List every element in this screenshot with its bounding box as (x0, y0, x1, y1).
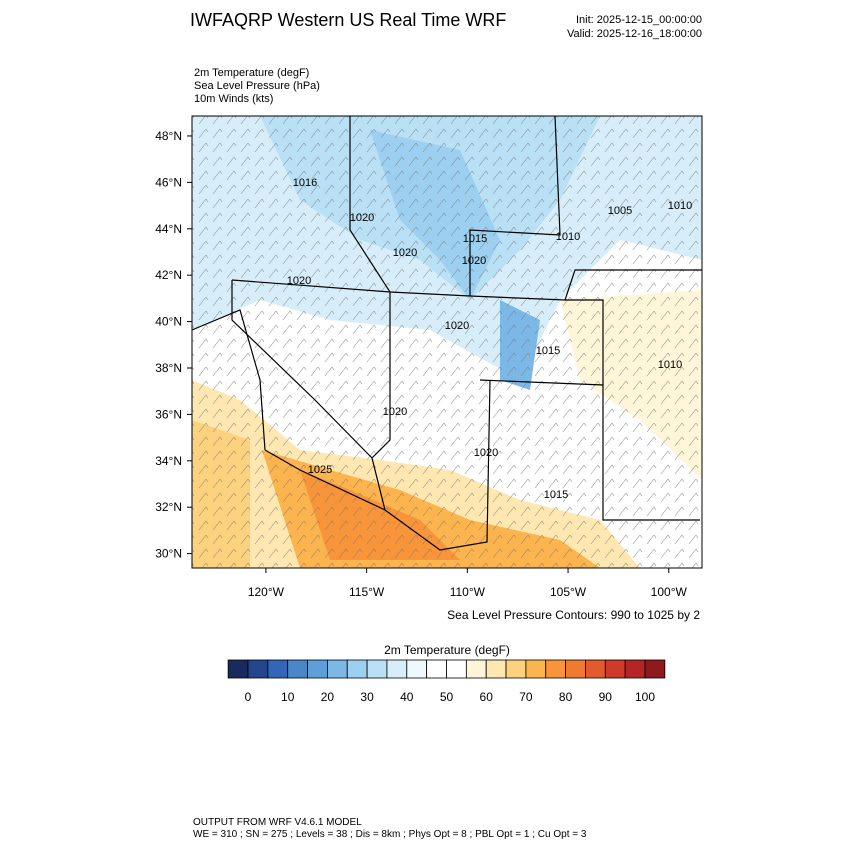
colorbar-title: 2m Temperature (degF) (384, 643, 510, 657)
contour-label: 1020 (462, 255, 486, 267)
contour-label: 1015 (463, 233, 487, 245)
field-label: Sea Level Pressure (hPa) (194, 80, 320, 92)
colorbar-box (326, 659, 348, 679)
y-tick-label: 30°N (155, 547, 182, 561)
colorbar-box (525, 659, 547, 679)
footer: OUTPUT FROM WRF V4.6.1 MODEL (193, 817, 362, 828)
contour-label: 1020 (445, 320, 469, 332)
y-tick-label: 32°N (155, 500, 182, 514)
colorbar-box (267, 659, 289, 679)
valid-time: Valid: 2025-12-16_18:00:00 (567, 28, 702, 40)
colorbar-tick-label: 40 (400, 690, 414, 704)
colorbar-tick-label: 50 (440, 690, 454, 704)
colorbar-box (386, 659, 408, 679)
colorbar-box (604, 659, 626, 679)
colorbar-box (624, 659, 646, 679)
field-label: 2m Temperature (degF) (194, 67, 309, 79)
contour-label: 1020 (287, 275, 311, 287)
colorbar-box (287, 659, 308, 679)
colorbar-box (227, 659, 249, 679)
contour-label: 1025 (308, 464, 332, 476)
contour-label: 1020 (474, 447, 498, 459)
colorbar-box (307, 659, 328, 679)
colorbar-tick-label: 60 (480, 690, 494, 704)
x-tick-label: 120°W (248, 585, 285, 599)
contour-label: 1020 (393, 247, 417, 259)
colorbar-box (346, 659, 368, 679)
colorbar-tick-label: 80 (559, 690, 573, 704)
init-time: Init: 2025-12-15_00:00:00 (576, 14, 702, 26)
y-tick-label: 46°N (155, 175, 182, 189)
y-tick-label: 40°N (155, 315, 182, 329)
colorbar-box (446, 659, 467, 679)
x-tick-label: 100°W (651, 585, 688, 599)
contour-label: 1015 (536, 345, 560, 357)
colorbar-tick-label: 100 (635, 690, 655, 704)
colorbar-box (505, 659, 527, 679)
colorbar-box (247, 659, 269, 679)
colorbar-tick-label: 0 (245, 690, 252, 704)
contour-note: Sea Level Pressure Contours: 990 to 1025… (447, 608, 700, 622)
contour-label: 1010 (668, 200, 692, 212)
x-tick-label: 105°W (550, 585, 587, 599)
colorbar-box (465, 659, 487, 679)
colorbar-box (485, 659, 507, 679)
y-tick-label: 36°N (155, 407, 182, 421)
colorbar-box (644, 659, 666, 679)
contour-label: 1016 (293, 177, 317, 189)
colorbar-box (585, 659, 606, 679)
y-tick-label: 42°N (155, 268, 182, 282)
colorbar-box (366, 659, 388, 679)
colorbar-tick-label: 20 (321, 690, 335, 704)
colorbar-box (565, 659, 586, 679)
x-tick-label: 115°W (349, 585, 385, 599)
y-tick-label: 44°N (155, 222, 182, 236)
colorbar-box (426, 659, 447, 679)
y-tick-label: 48°N (155, 129, 182, 143)
contour-label: 1015 (544, 489, 568, 501)
colorbar-tick-label: 70 (519, 690, 533, 704)
colorbar-tick-label: 30 (360, 690, 374, 704)
colorbar-tick-label: 10 (281, 690, 295, 704)
y-tick-label: 34°N (155, 454, 182, 468)
colorbar-box (545, 659, 567, 679)
contour-label: 1020 (350, 212, 374, 224)
colorbar-tick-label: 90 (599, 690, 613, 704)
contour-label: 1010 (658, 359, 682, 371)
contour-label: 1010 (556, 231, 580, 243)
field-label: 10m Winds (kts) (194, 93, 273, 105)
contour-label: 1020 (383, 406, 407, 418)
x-tick-label: 110°W (450, 585, 486, 599)
contour-label: 1005 (608, 205, 632, 217)
map-frame (191, 115, 703, 569)
footer: WE = 310 ; SN = 275 ; Levels = 38 ; Dis … (193, 829, 587, 840)
map-field (192, 116, 702, 568)
title: IWFAQRP Western US Real Time WRF (190, 10, 506, 30)
colorbar-box (406, 659, 428, 679)
y-tick-label: 38°N (155, 361, 182, 375)
